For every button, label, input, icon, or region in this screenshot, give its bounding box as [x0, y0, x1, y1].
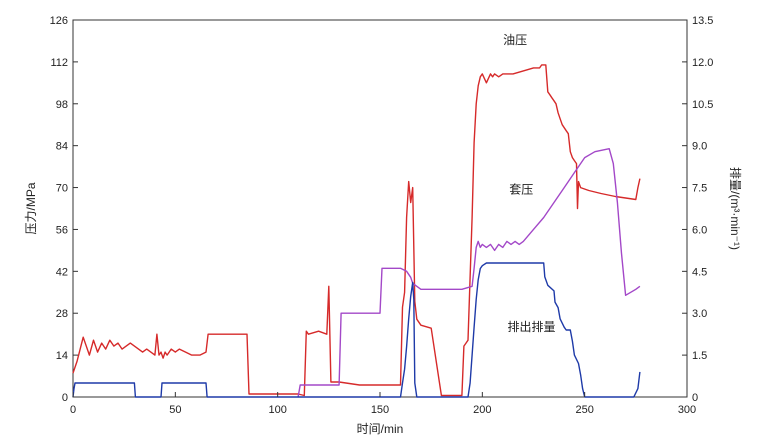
y-right-tick-label: 12.0	[692, 57, 713, 69]
y-left-tick-label: 56	[56, 224, 68, 236]
series-line-casing-pressure	[297, 147, 641, 398]
y-left-tick-label: 42	[56, 266, 68, 278]
x-tick-label: 300	[678, 404, 696, 416]
y-axis-left: 0 14 28 42 56 70 84 98 112 126	[50, 15, 78, 404]
plot-frame	[72, 19, 688, 398]
x-tick-label: 150	[371, 404, 389, 416]
x-tick-label: 250	[575, 404, 593, 416]
series-annotation: 排出排量	[507, 320, 555, 334]
y-left-tick-label: 14	[56, 350, 68, 362]
y-left-tick-label: 70	[56, 183, 68, 195]
x-tick-label: 200	[473, 404, 491, 416]
y-right-tick-label: 9.0	[692, 141, 707, 153]
series-line-discharge-rate	[72, 262, 641, 398]
x-tick-label: 100	[268, 404, 286, 416]
y-axis-right-title: 排量/(m³·min⁻¹)	[728, 167, 742, 250]
y-left-tick-label: 0	[62, 392, 68, 404]
y-left-tick-label: 126	[50, 15, 68, 27]
y-right-tick-label: 10.5	[692, 99, 713, 111]
series-annotation: 油压	[503, 33, 527, 47]
x-tick-label: 0	[70, 404, 76, 416]
series-annotation: 套压	[509, 183, 533, 197]
series-line-tubing-pressure	[72, 64, 641, 397]
y-left-tick-label: 84	[56, 141, 68, 153]
y-right-tick-label: 0	[692, 392, 698, 404]
y-right-tick-label: 3.0	[692, 308, 707, 320]
x-axis: 0 50 100 150 200 250 300	[70, 392, 696, 416]
y-right-tick-label: 7.5	[692, 183, 707, 195]
y-right-tick-label: 6.0	[692, 224, 707, 236]
y-axis-right: 0 1.5 3.0 4.5 6.0 7.5 9.0 10.5 12.0 13.5	[682, 15, 713, 404]
y-axis-left-title: 压力/MPa	[24, 182, 38, 234]
y-left-tick-label: 98	[56, 99, 68, 111]
y-right-tick-label: 13.5	[692, 15, 713, 27]
y-right-tick-label: 4.5	[692, 266, 707, 278]
x-tick-label: 50	[169, 404, 181, 416]
series-layer	[72, 64, 641, 398]
x-axis-title: 时间/min	[357, 422, 404, 436]
y-right-tick-label: 1.5	[692, 350, 707, 362]
y-left-tick-label: 28	[56, 308, 68, 320]
y-left-tick-label: 112	[50, 57, 68, 69]
plot-area	[72, 19, 688, 398]
